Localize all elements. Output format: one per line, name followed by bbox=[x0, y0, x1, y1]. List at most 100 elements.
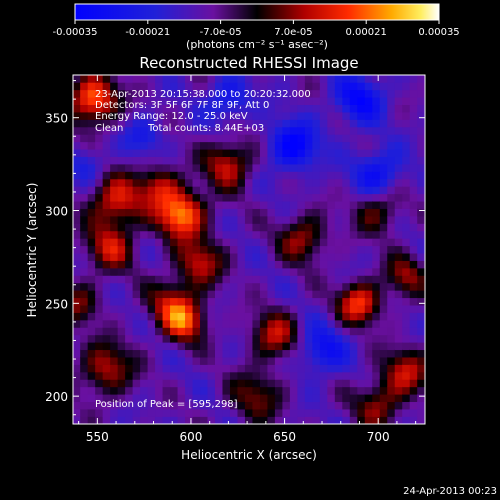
heatmap-cell bbox=[364, 342, 373, 351]
heatmap-cell bbox=[117, 104, 126, 113]
heatmap-cell bbox=[87, 252, 96, 261]
heatmap-cell bbox=[319, 282, 328, 291]
heatmap-cell bbox=[417, 393, 425, 403]
heatmap-cell bbox=[147, 379, 156, 388]
heatmap-cell bbox=[282, 119, 291, 128]
heatmap-cell bbox=[267, 319, 276, 328]
heatmap-cell bbox=[357, 223, 366, 232]
heatmap-cell bbox=[244, 82, 254, 91]
heatmap-cell bbox=[117, 364, 126, 373]
heatmap-cell bbox=[402, 416, 411, 424]
heatmap-cell bbox=[170, 260, 179, 269]
x-tick-label: 600 bbox=[180, 430, 203, 444]
heatmap-cell bbox=[297, 393, 306, 403]
heatmap-cell bbox=[80, 104, 89, 113]
heatmap-cell bbox=[297, 364, 306, 373]
heatmap-cell bbox=[417, 356, 425, 365]
heatmap-cell bbox=[372, 119, 381, 128]
heatmap-cell bbox=[177, 193, 186, 202]
heatmap-cell bbox=[282, 230, 291, 239]
heatmap-cell bbox=[192, 141, 201, 150]
heatmap-cell bbox=[387, 186, 396, 195]
heatmap-cell bbox=[372, 245, 381, 254]
heatmap-cell bbox=[327, 156, 336, 165]
heatmap-cell bbox=[267, 141, 276, 150]
heatmap-cell bbox=[387, 96, 396, 106]
heatmap-cell bbox=[372, 238, 381, 247]
heatmap-cell bbox=[162, 193, 171, 202]
heatmap-cell bbox=[274, 327, 284, 336]
heatmap-cell bbox=[125, 349, 134, 358]
heatmap-cell bbox=[102, 364, 111, 373]
heatmap-cell bbox=[282, 89, 291, 98]
heatmap-cell bbox=[364, 282, 373, 291]
heatmap-cell bbox=[349, 297, 358, 306]
heatmap-cell bbox=[349, 364, 358, 373]
heatmap-cell bbox=[170, 312, 179, 321]
heatmap-cell bbox=[95, 290, 104, 299]
heatmap-cell bbox=[207, 104, 216, 113]
heatmap-cell bbox=[297, 416, 306, 424]
heatmap-cell bbox=[259, 171, 269, 180]
heatmap-cell bbox=[267, 252, 276, 261]
heatmap-cell bbox=[132, 401, 141, 410]
heatmap-cell bbox=[289, 364, 298, 373]
heatmap-cell bbox=[140, 171, 149, 180]
heatmap-cell bbox=[207, 304, 216, 313]
heatmap-cell bbox=[80, 230, 89, 239]
heatmap-cell bbox=[162, 223, 171, 232]
heatmap-cell bbox=[80, 193, 89, 202]
heatmap-cell bbox=[274, 260, 284, 269]
heatmap-cell bbox=[364, 111, 373, 120]
heatmap-cell bbox=[364, 290, 373, 299]
heatmap-cell bbox=[252, 304, 261, 313]
heatmap-cell bbox=[334, 290, 343, 299]
heatmap-cell bbox=[409, 275, 418, 284]
heatmap-cell bbox=[237, 208, 246, 217]
heatmap-cell bbox=[357, 356, 366, 365]
heatmap-cell bbox=[73, 89, 81, 98]
heatmap-cell bbox=[125, 82, 134, 91]
heatmap-cell bbox=[73, 297, 81, 306]
heatmap-cell bbox=[185, 282, 194, 291]
heatmap-cell bbox=[417, 171, 425, 180]
heatmap-cell bbox=[342, 200, 351, 209]
heatmap-cell bbox=[289, 119, 298, 128]
heatmap-cell bbox=[110, 290, 119, 299]
heatmap-cell bbox=[267, 364, 276, 373]
heatmap-cell bbox=[229, 312, 239, 321]
heatmap-cell bbox=[364, 327, 373, 336]
heatmap-cell bbox=[409, 163, 418, 172]
heatmap-cell bbox=[274, 89, 284, 98]
heatmap-cell bbox=[259, 297, 269, 306]
heatmap-cell bbox=[117, 245, 126, 254]
heatmap-cell bbox=[155, 349, 164, 358]
heatmap-cell bbox=[125, 230, 134, 239]
heatmap-cell bbox=[222, 356, 231, 365]
heatmap-cell bbox=[274, 238, 284, 247]
heatmap-cell bbox=[185, 156, 194, 165]
heatmap-cell bbox=[274, 364, 284, 373]
heatmap-cell bbox=[289, 379, 298, 388]
heatmap-cell bbox=[132, 156, 141, 165]
heatmap-cell bbox=[87, 297, 96, 306]
heatmap-cell bbox=[409, 186, 418, 195]
heatmap-cell bbox=[185, 75, 194, 83]
heatmap-cell bbox=[289, 393, 298, 403]
heatmap-cell bbox=[80, 186, 89, 195]
heatmap-cell bbox=[80, 223, 89, 232]
heatmap-cell bbox=[192, 282, 201, 291]
heatmap-cell bbox=[222, 215, 231, 224]
heatmap-cell bbox=[304, 245, 313, 254]
heatmap-cell bbox=[87, 282, 96, 291]
heatmap-cell bbox=[387, 245, 396, 254]
heatmap-cell bbox=[267, 178, 276, 187]
heatmap-cell bbox=[252, 297, 261, 306]
heatmap-cell bbox=[117, 349, 126, 358]
heatmap-cell bbox=[379, 82, 388, 91]
heatmap-cell bbox=[102, 215, 111, 224]
heatmap-cell bbox=[117, 215, 126, 224]
heatmap-cell bbox=[185, 297, 194, 306]
heatmap-cell bbox=[110, 89, 119, 98]
